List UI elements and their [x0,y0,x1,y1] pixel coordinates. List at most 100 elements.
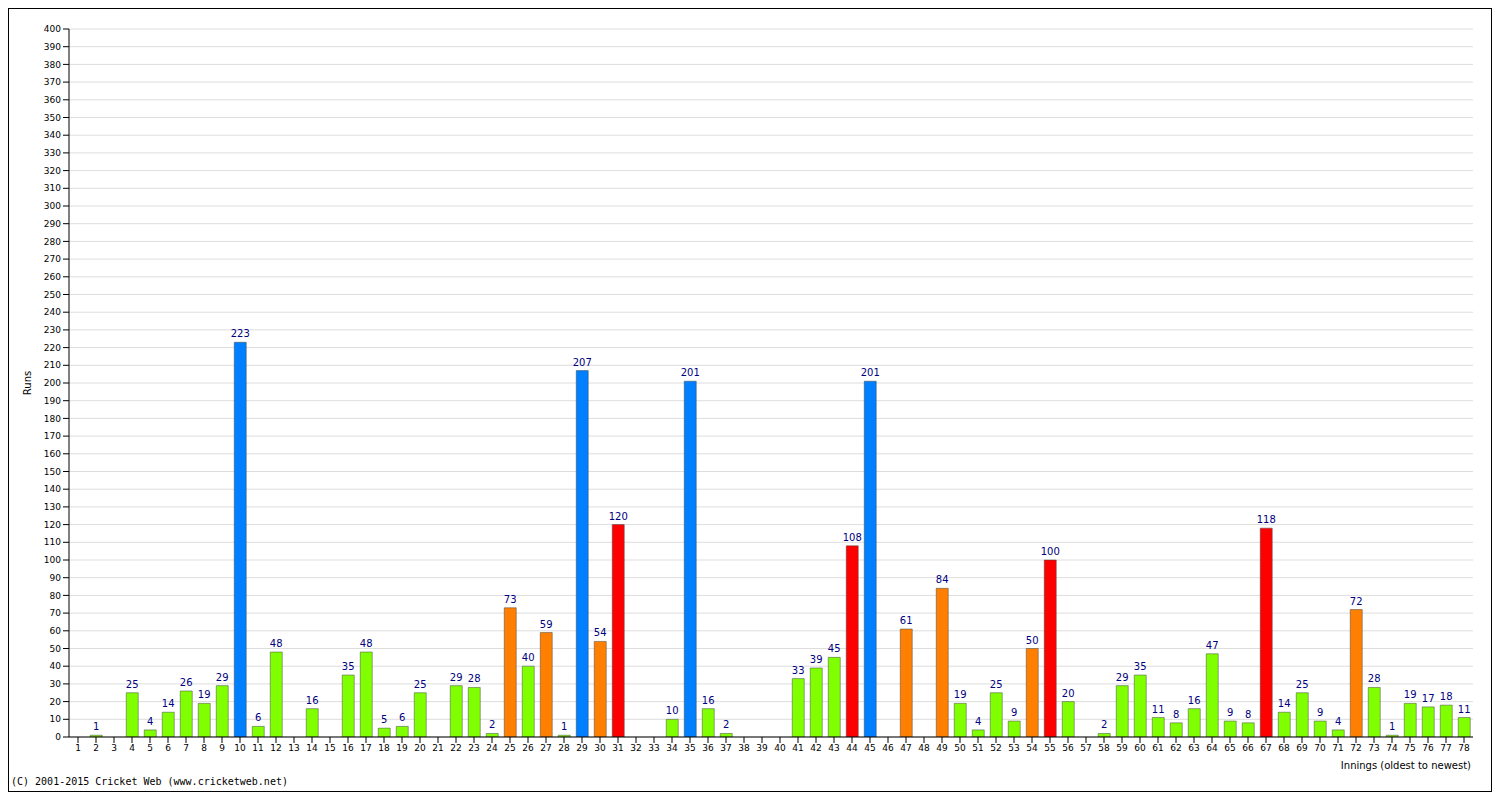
svg-text:108: 108 [843,532,862,543]
svg-text:1: 1 [93,721,99,732]
svg-text:61: 61 [1152,743,1163,753]
svg-text:90: 90 [50,573,62,583]
svg-text:54: 54 [594,627,607,638]
svg-text:6: 6 [165,743,171,753]
svg-text:118: 118 [1257,514,1276,525]
svg-text:26: 26 [180,677,193,688]
svg-text:9: 9 [1317,707,1323,718]
svg-text:24: 24 [486,743,498,753]
svg-text:58: 58 [1098,743,1110,753]
svg-text:180: 180 [44,414,61,424]
svg-text:14: 14 [1278,698,1291,709]
svg-text:16: 16 [1188,695,1201,706]
svg-text:2: 2 [1101,719,1107,730]
svg-text:61: 61 [900,615,913,626]
svg-text:310: 310 [44,183,61,193]
svg-text:48: 48 [918,743,930,753]
svg-text:201: 201 [681,367,700,378]
svg-text:32: 32 [630,743,641,753]
svg-text:14: 14 [162,698,175,709]
svg-text:51: 51 [972,743,983,753]
svg-text:19: 19 [1404,689,1417,700]
svg-text:25: 25 [1296,679,1309,690]
svg-text:35: 35 [342,661,355,672]
svg-text:36: 36 [702,743,714,753]
svg-text:40: 40 [774,743,786,753]
svg-text:47: 47 [1206,640,1219,651]
svg-text:60: 60 [50,626,62,636]
svg-text:39: 39 [756,743,768,753]
svg-text:29: 29 [216,672,229,683]
svg-text:29: 29 [576,743,588,753]
svg-text:1: 1 [1389,721,1395,732]
svg-text:14: 14 [306,743,318,753]
svg-text:67: 67 [1260,743,1271,753]
svg-text:33: 33 [792,665,805,676]
svg-text:35: 35 [684,743,695,753]
svg-text:16: 16 [306,695,319,706]
svg-text:290: 290 [44,219,61,229]
svg-text:73: 73 [1368,743,1379,753]
svg-text:30: 30 [594,743,606,753]
svg-text:29: 29 [1116,672,1129,683]
svg-text:74: 74 [1386,743,1398,753]
svg-text:1: 1 [75,743,81,753]
svg-text:13: 13 [288,743,299,753]
svg-text:34: 34 [666,743,678,753]
svg-text:4: 4 [975,716,981,727]
svg-text:9: 9 [1227,707,1233,718]
svg-text:150: 150 [44,467,61,477]
svg-text:48: 48 [360,638,373,649]
svg-text:41: 41 [792,743,803,753]
svg-text:260: 260 [44,272,61,282]
svg-text:400: 400 [44,24,61,34]
svg-text:2: 2 [723,719,729,730]
svg-text:25: 25 [504,743,515,753]
svg-text:47: 47 [900,743,911,753]
svg-text:170: 170 [44,431,61,441]
svg-text:31: 31 [612,743,623,753]
svg-text:10: 10 [234,743,246,753]
svg-text:26: 26 [522,743,534,753]
svg-text:Innings (oldest to newest): Innings (oldest to newest) [1341,760,1471,771]
svg-text:66: 66 [1242,743,1254,753]
svg-text:55: 55 [1044,743,1055,753]
svg-text:270: 270 [44,254,61,264]
svg-text:69: 69 [1296,743,1308,753]
svg-text:25: 25 [126,679,139,690]
svg-text:10: 10 [666,705,679,716]
svg-text:190: 190 [44,396,61,406]
svg-text:2: 2 [489,719,495,730]
svg-text:320: 320 [44,166,61,176]
svg-text:62: 62 [1170,743,1181,753]
svg-text:77: 77 [1440,743,1451,753]
svg-text:50: 50 [954,743,966,753]
svg-text:207: 207 [573,357,592,368]
svg-text:72: 72 [1350,596,1363,607]
svg-text:44: 44 [846,743,858,753]
svg-text:390: 390 [44,42,61,52]
svg-text:240: 240 [44,307,61,317]
svg-text:4: 4 [147,716,153,727]
svg-text:130: 130 [44,502,61,512]
svg-text:16: 16 [342,743,354,753]
svg-text:7: 7 [183,743,189,753]
svg-text:22: 22 [450,743,461,753]
svg-text:330: 330 [44,148,61,158]
svg-text:40: 40 [50,661,62,671]
svg-text:78: 78 [1458,743,1470,753]
svg-text:25: 25 [990,679,1003,690]
svg-text:11: 11 [252,743,263,753]
svg-text:50: 50 [50,644,62,654]
svg-text:11: 11 [1458,704,1471,715]
svg-text:9: 9 [1011,707,1017,718]
svg-text:42: 42 [810,743,821,753]
svg-text:11: 11 [1152,704,1165,715]
svg-text:8: 8 [1173,709,1179,720]
svg-text:18: 18 [1440,691,1453,702]
svg-text:2: 2 [93,743,99,753]
svg-text:0: 0 [55,732,61,742]
svg-text:29: 29 [450,672,463,683]
svg-text:3: 3 [111,743,117,753]
svg-text:59: 59 [1116,743,1128,753]
